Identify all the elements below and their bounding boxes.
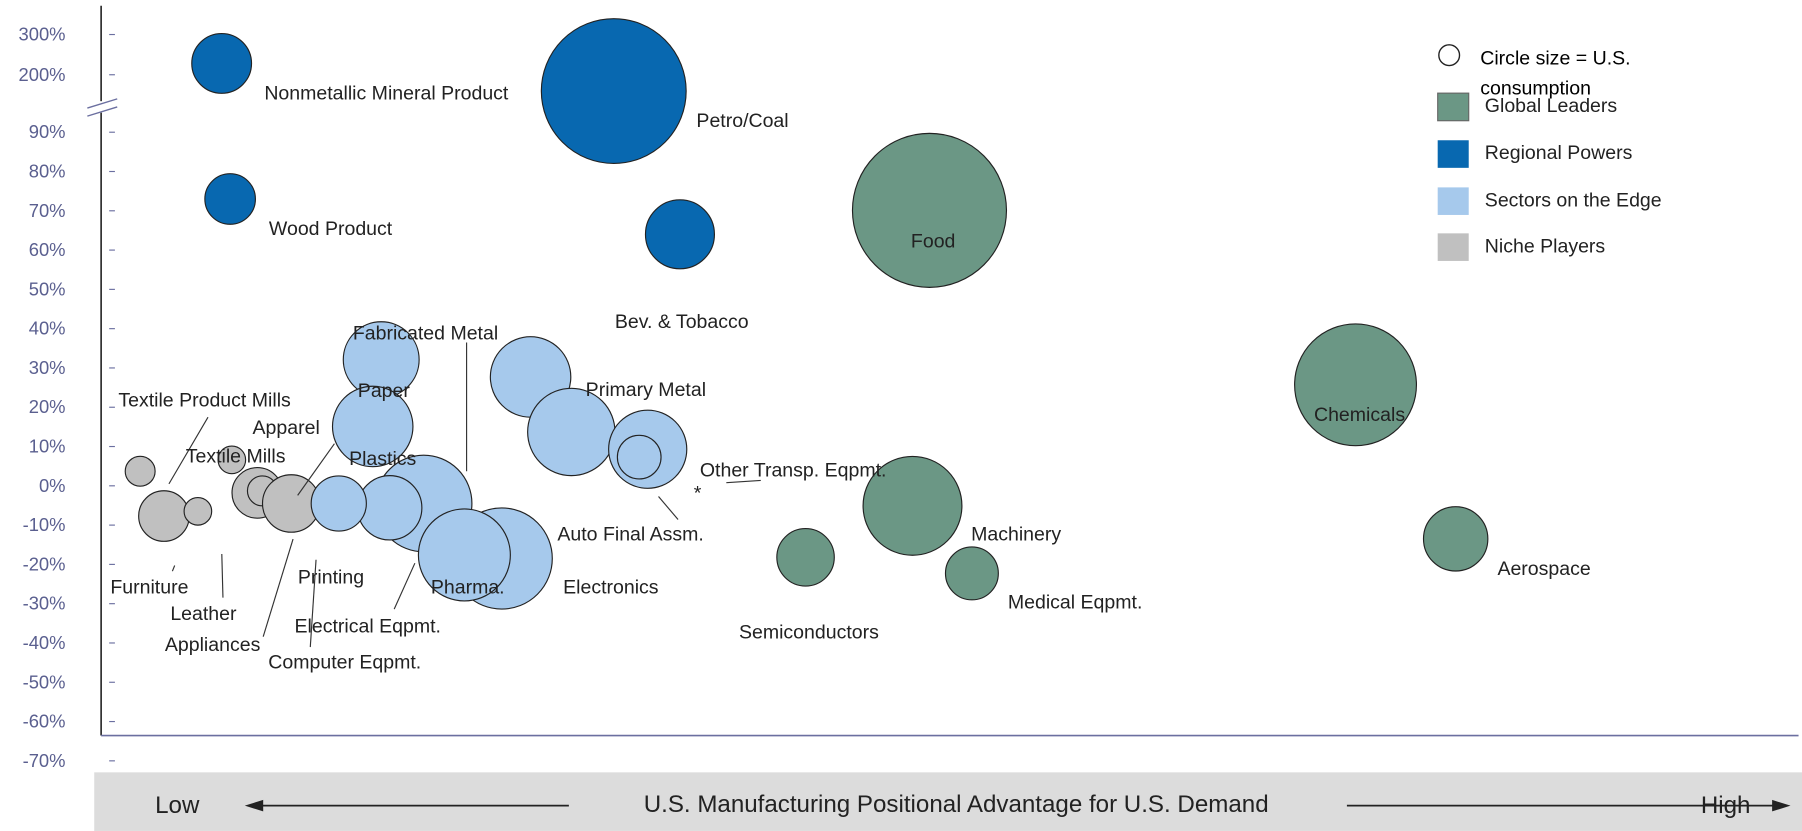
y-tick-label: -20% [23, 553, 66, 574]
bubble-label: Electronics [563, 577, 659, 599]
leader-line [309, 559, 317, 648]
bubble [417, 508, 511, 602]
size-note-box: Circle size = U.S. consumption [1480, 47, 1631, 99]
bubble-label: Textile Mills [186, 446, 286, 468]
bubble-label: Leather [170, 603, 237, 625]
legend-label: Niche Players [1485, 235, 1606, 257]
bubble-label: Fabricated Metal [353, 323, 498, 345]
y-tick-label: 0% [39, 475, 66, 496]
bubble-label: * [694, 482, 702, 504]
bubble-label: Furniture [110, 577, 188, 599]
y-tick-label: 20% [29, 396, 66, 417]
y-tick-label: 30% [29, 357, 66, 378]
arrow-head [244, 799, 264, 812]
y-tick-label: 50% [29, 278, 66, 299]
leader-line [726, 479, 761, 484]
bubble [331, 385, 414, 468]
bubble [1422, 506, 1489, 572]
leader-line [171, 565, 176, 572]
bubble-label: Computer Eqpmt. [268, 651, 421, 673]
leader-line [297, 443, 335, 496]
bubble-label: Primary Metal [586, 379, 706, 401]
bubble-label: Printing [298, 566, 364, 588]
leader-line [262, 538, 294, 637]
legend-label: Sectors on the Edge [1485, 189, 1662, 211]
y-tick-label: -50% [23, 671, 66, 692]
size-note: Circle size = U.S. consumption [1480, 47, 1631, 99]
bubble [183, 496, 213, 526]
bubble-label: Pharma. [431, 577, 505, 599]
bubble [124, 455, 156, 487]
bubble-label: Food [911, 231, 955, 253]
y-tick-label: -40% [23, 632, 66, 653]
bubble [944, 546, 999, 601]
leader-line [658, 496, 679, 520]
bubble-label: Chemicals [1314, 404, 1405, 426]
leader-line [393, 562, 416, 610]
bubble [851, 132, 1008, 288]
y-tick-label: -60% [23, 711, 66, 732]
bubble [776, 527, 835, 587]
bubble [527, 387, 616, 477]
axis-break [87, 98, 118, 109]
bubble [644, 199, 716, 270]
bubble [862, 455, 963, 556]
bubble [138, 490, 190, 542]
bubble-label: Electrical Eqpmt. [295, 616, 441, 638]
y-tick-label: -10% [23, 514, 66, 535]
x-axis-band [94, 772, 1802, 831]
bubble-label: Auto Final Assm. [557, 524, 703, 546]
y-tick-label: 60% [29, 239, 66, 260]
x-low-label: Low [155, 792, 200, 819]
x-axis-title: U.S. Manufacturing Positional Advantage … [644, 791, 1269, 818]
leader-line [168, 416, 209, 485]
arrow-head [1772, 799, 1791, 812]
bubble [616, 434, 662, 480]
legend-swatch [1437, 187, 1469, 215]
bubble-label: Bev. & Tobacco [615, 311, 749, 333]
bubble [356, 475, 423, 541]
y-tick-label: 300% [19, 24, 66, 45]
y-tick-label: 80% [29, 161, 66, 182]
legend-label: Regional Powers [1485, 142, 1633, 164]
legend-label: Global Leaders [1485, 95, 1618, 117]
bubble [310, 475, 367, 532]
axis-break-gap [91, 101, 111, 113]
bubble-label: Machinery [971, 524, 1061, 546]
y-tick-label: -30% [23, 593, 66, 614]
leader-line [221, 553, 224, 598]
bubble-label: Semiconductors [739, 621, 879, 643]
bubble [217, 445, 247, 475]
y-tick-label: 10% [29, 436, 66, 457]
legend-swatch [1437, 92, 1470, 122]
bubble [540, 18, 687, 165]
bubble-label: Paper [358, 380, 411, 402]
bubble-label: Medical Eqpmt. [1008, 592, 1143, 614]
legend-swatch [1437, 140, 1469, 168]
x-high-label: High [1701, 792, 1751, 819]
y-tick-label: 40% [29, 318, 66, 339]
bubble [191, 32, 253, 94]
size-legend-icon [1438, 44, 1461, 67]
bubble [1294, 323, 1418, 447]
axis-break [87, 106, 118, 117]
bubble-label: Plastics [349, 448, 416, 470]
bubble-label: Aerospace [1497, 558, 1590, 580]
bubble-label: Nonmetallic Mineral Product [264, 82, 509, 104]
y-tick-label: 70% [29, 200, 66, 221]
y-tick-label: -70% [23, 750, 66, 771]
bubble-label: Petro/Coal [696, 110, 788, 132]
bubble-label: Appliances [165, 634, 261, 656]
bubble-label: Apparel [253, 417, 320, 439]
bubble [204, 173, 256, 225]
bubble-label: Textile Product Mills [118, 389, 291, 411]
bubble-label: Other Transp. Eqpmt. [700, 459, 887, 481]
y-tick-label: 200% [19, 64, 66, 85]
bubble-label: Wood Product [269, 218, 393, 240]
legend-swatch [1437, 233, 1469, 261]
y-tick-label: 90% [29, 121, 66, 142]
